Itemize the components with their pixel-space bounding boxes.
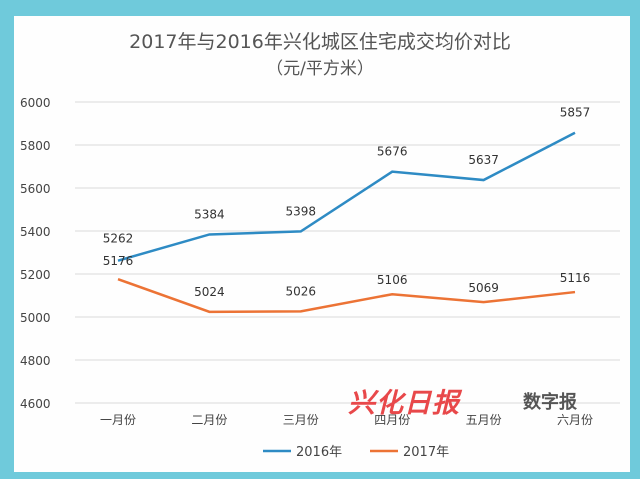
chart-title: 2017年与2016年兴化城区住宅成交均价对比 [129,31,511,53]
watermark-logo: 兴化日报 [348,388,460,419]
y-tick-label: 5400 [20,225,51,239]
x-tick-label: 三月份 [283,413,319,427]
series-line-2016年 [117,131,576,262]
y-tick-label: 5600 [20,182,51,196]
series-line-2017年 [117,277,576,314]
y-tick-label: 5200 [20,268,51,282]
data-label: 5026 [286,284,317,298]
data-label: 5384 [194,207,225,221]
data-label: 5637 [468,153,499,167]
x-tick-label: 四月份 [374,413,410,427]
legend-label: 2017年 [403,445,449,460]
y-tick-label: 5800 [20,139,51,153]
data-label: 5398 [286,204,317,218]
chart-subtitle: （元/平方米） [266,59,374,79]
data-label: 5676 [377,145,408,159]
y-tick-label: 4600 [20,397,51,411]
data-label: 5116 [560,271,591,285]
y-tick-label: 4800 [20,354,51,368]
x-tick-label: 六月份 [557,413,593,427]
x-tick-label: 二月份 [191,413,227,427]
x-tick-label: 一月份 [100,413,136,427]
legend-label: 2016年 [296,445,342,460]
y-tick-label: 5000 [20,311,51,325]
data-label: 5262 [103,232,134,246]
data-label: 5857 [560,106,591,120]
y-tick-label: 6000 [20,96,51,110]
data-label: 5024 [194,285,225,299]
data-label: 5069 [468,281,499,295]
x-tick-label: 五月份 [466,413,502,427]
data-label: 5176 [103,254,134,268]
watermark-text: 数字报 [523,392,577,413]
chart-panel [14,16,630,472]
data-label: 5106 [377,273,408,287]
